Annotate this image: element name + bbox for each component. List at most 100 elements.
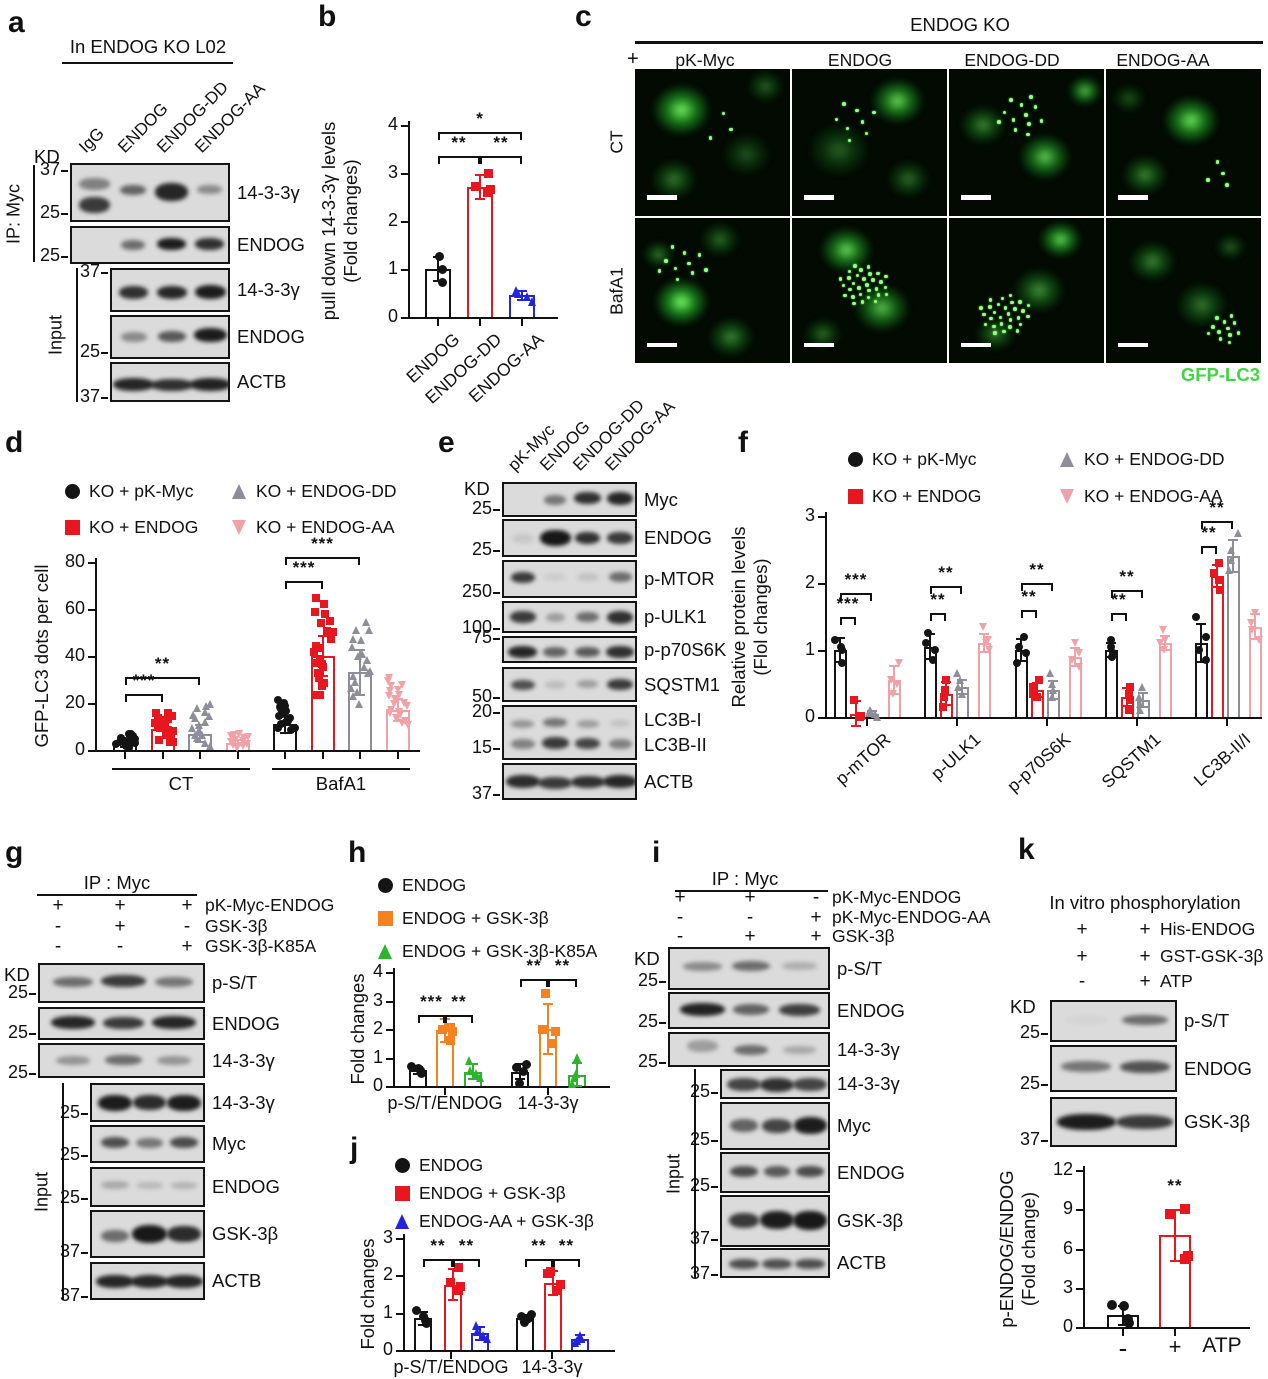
- blot-band: [574, 492, 602, 504]
- data-point-square: [455, 1282, 465, 1292]
- gfp-punctum: [842, 102, 846, 106]
- panel-j-label: j: [350, 1132, 359, 1165]
- data-point-triangle: [205, 712, 214, 721]
- data-point-triangle: [1059, 488, 1074, 504]
- y-tick: [401, 125, 408, 127]
- gfp-punctum: [843, 293, 847, 298]
- data-point-triangle: [198, 730, 207, 739]
- blot-band: [541, 737, 569, 750]
- bar: [977, 643, 991, 717]
- data-point-circle: [377, 877, 393, 893]
- blot-target-label: GSK-3β: [1184, 1111, 1251, 1132]
- blot-band: [166, 1094, 202, 1111]
- y-tick: [386, 1000, 393, 1003]
- scale-bar: [1118, 195, 1148, 200]
- y-tick: [401, 173, 408, 175]
- y-tick-label: 4: [372, 961, 383, 981]
- blot-band: [101, 1230, 129, 1242]
- gfp-punctum: [996, 302, 1001, 307]
- x-tick: [956, 719, 958, 726]
- panel-f: f 0 1 2 3 Relative protein levels (Flol chang…: [720, 420, 1268, 830]
- scale-bar: [647, 195, 677, 200]
- blot-band: [53, 976, 94, 987]
- legend-label: KO + pK-Myc: [872, 449, 977, 469]
- data-point-triangle: [954, 682, 963, 691]
- sig-stars: *: [476, 109, 484, 129]
- x-tick: [1122, 1329, 1124, 1336]
- data-point-square: [153, 714, 162, 723]
- blot-target-label: ENDOG: [644, 527, 712, 548]
- mw-marker-tick: [1041, 1032, 1048, 1035]
- data-point-square: [152, 709, 161, 718]
- data-point-square: [316, 654, 325, 663]
- data-point-square: [1183, 1251, 1194, 1262]
- data-point-triangle: [395, 708, 404, 717]
- error-cap: [418, 1310, 428, 1313]
- data-point-square: [164, 709, 173, 718]
- sig-stars: **: [1021, 586, 1037, 606]
- x-tick: [521, 319, 523, 326]
- sig-stars: **: [1209, 498, 1225, 518]
- panel-i-blot: IP : Myc KD + + - pK-Myc-ENDOG - - + pK-Myc-ENDOG…: [630, 830, 990, 1379]
- legend-label: ENDOG: [419, 1155, 484, 1175]
- blot-band: [189, 377, 228, 391]
- error-cap: [1228, 539, 1238, 542]
- gfp-punctum: [851, 295, 855, 299]
- sig-bracket: [285, 557, 360, 560]
- cell-blob: [959, 104, 1007, 146]
- gfp-punctum: [687, 261, 691, 265]
- mw-marker-label: 25: [7, 1061, 28, 1082]
- blot-band: [730, 1165, 758, 1177]
- condition-sign: -: [676, 926, 684, 947]
- panel-a-label: a: [8, 6, 25, 39]
- error-cap: [1196, 623, 1206, 626]
- mw-marker-tick: [101, 272, 108, 275]
- data-point-triangle: [1250, 609, 1259, 618]
- bar: [1210, 576, 1224, 717]
- blot-target-label: ACTB: [237, 371, 287, 392]
- scale-bar: [804, 195, 834, 200]
- error-cap: [543, 1003, 553, 1006]
- gfp-punctum: [697, 253, 702, 257]
- blot-box: [1050, 1045, 1177, 1092]
- data-point-triangle: [355, 700, 364, 709]
- data-point-triangle: [361, 617, 370, 626]
- blot-band: [796, 1165, 824, 1177]
- blot-band: [510, 679, 536, 690]
- data-point-triangle: [1155, 639, 1164, 648]
- data-point-square: [1180, 1204, 1191, 1215]
- sig-bracket: [1201, 521, 1203, 530]
- blot-box: [720, 1102, 830, 1150]
- blot-band: [1065, 1015, 1107, 1024]
- blot-target-label: ACTB: [837, 1252, 887, 1273]
- sig-bracket: [285, 557, 287, 566]
- data-point-triangle: [1246, 619, 1255, 628]
- blot-box: [502, 667, 637, 702]
- sig-stars: **: [430, 1235, 446, 1255]
- gfp-punctum: [690, 271, 695, 275]
- group-label: BafA1: [315, 773, 367, 794]
- blot-band: [539, 530, 572, 547]
- error-cap: [1170, 1259, 1180, 1262]
- y-tick-label: 40: [64, 645, 85, 665]
- gfp-punctum: [1228, 333, 1232, 337]
- blot-band: [510, 571, 536, 583]
- x-tick: [1174, 1329, 1176, 1336]
- condition-label: ATP: [1160, 971, 1193, 991]
- data-point-triangle: [1160, 646, 1169, 654]
- blot-box: [110, 268, 230, 312]
- y-tick-label: 0: [372, 1075, 383, 1095]
- gfp-punctum: [1013, 128, 1018, 132]
- y-tick: [1076, 1209, 1083, 1212]
- mw-marker-tick: [493, 592, 500, 595]
- data-point-circle: [407, 1061, 417, 1071]
- blot-box: [90, 1210, 205, 1258]
- data-point-triangle: [887, 676, 896, 685]
- gfp-punctum: [1008, 293, 1012, 298]
- data-point-circle: [1013, 659, 1022, 668]
- sig-bracket: [551, 1258, 553, 1267]
- gfp-punctum: [999, 322, 1004, 326]
- data-point-triangle: [352, 625, 361, 634]
- data-point-circle: [1201, 632, 1210, 641]
- mw-marker-label: 37: [471, 783, 492, 804]
